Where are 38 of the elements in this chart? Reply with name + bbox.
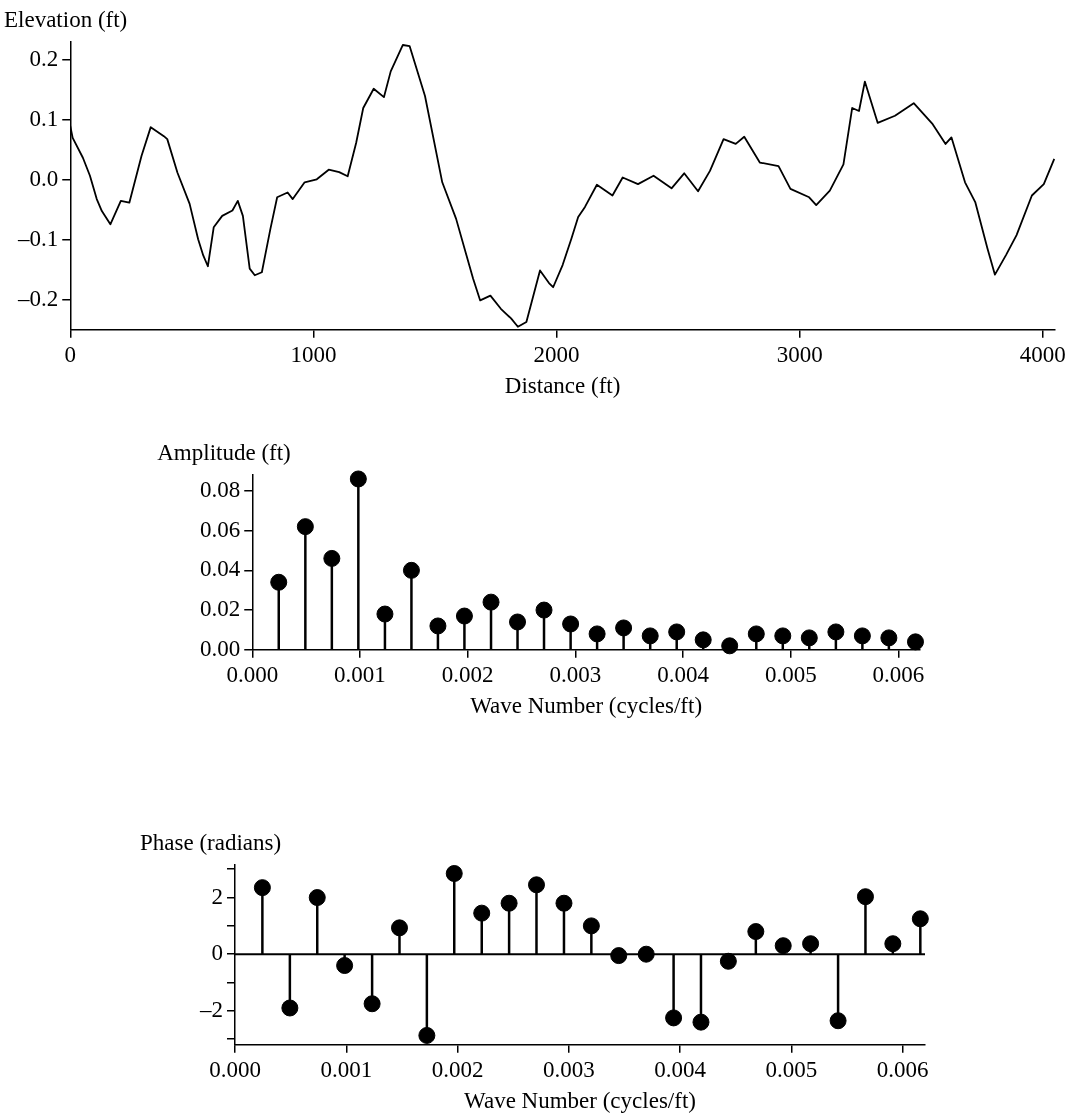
x-tick-label: 3000 (776, 341, 823, 367)
x-tick-label: 0.003 (549, 661, 602, 687)
x-tick-label: 0.004 (654, 1056, 707, 1082)
x-tick-label: 0.000 (226, 661, 279, 687)
x-tick-label: 0 (64, 341, 76, 367)
y-axis-title: Phase (radians) (140, 829, 282, 855)
x-tick-label: 2000 (533, 341, 580, 367)
y-tick-label: 2 (211, 883, 223, 909)
x-tick-label: 0.001 (334, 661, 386, 687)
x-axis-title: Distance (ft) (504, 373, 621, 399)
x-tick-label: 0.005 (765, 1056, 818, 1082)
x-tick-label: 0.001 (320, 1056, 373, 1082)
x-tick-label: 1000 (290, 341, 337, 367)
x-tick-label: 0.002 (431, 1056, 484, 1082)
x-tick-label: 0.000 (209, 1056, 261, 1082)
x-axis-title: Wave Number (cycles/ft) (470, 693, 703, 719)
y-tick-label: –0.1 (17, 225, 59, 251)
x-tick-label: 0.002 (441, 661, 494, 687)
y-tick-label: 0.1 (29, 105, 59, 131)
x-tick-label: 0.004 (657, 661, 710, 687)
y-axis-title: Amplitude (ft) (157, 439, 291, 465)
y-tick-label: –0.2 (17, 285, 59, 311)
y-axis-title: Elevation (ft) (4, 6, 128, 32)
y-tick-label: 0.00 (200, 635, 241, 661)
y-tick-label: 0 (211, 940, 223, 966)
x-tick-label: 0.005 (764, 661, 817, 687)
x-tick-label: 0.003 (543, 1056, 595, 1082)
y-tick-label: 0.08 (200, 476, 241, 502)
x-tick-label: 0.006 (872, 661, 925, 687)
x-axis-title: Wave Number (cycles/ft) (464, 1088, 696, 1114)
y-tick-label: 0.06 (200, 516, 241, 542)
x-tick-label: 4000 (1019, 341, 1066, 367)
x-tick-label: 0.006 (876, 1056, 929, 1082)
y-tick-label: 0.2 (29, 46, 59, 72)
y-tick-label: 0.0 (29, 165, 59, 191)
y-tick-label: 0.04 (200, 556, 241, 582)
y-tick-label: 0.02 (200, 596, 241, 622)
y-tick-label: –2 (199, 996, 223, 1022)
